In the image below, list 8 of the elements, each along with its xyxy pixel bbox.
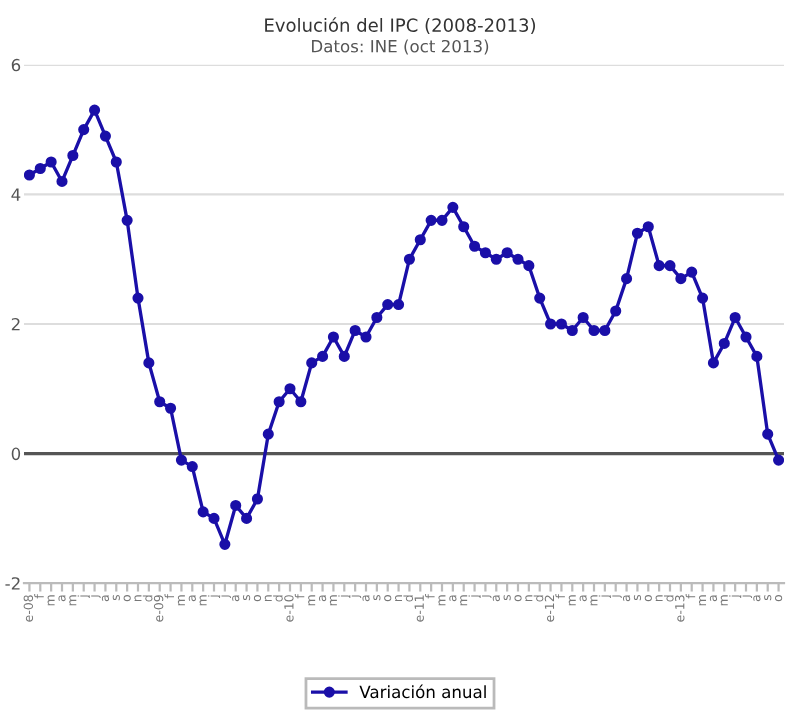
y-tick-label: 6 <box>11 58 21 72</box>
chart-subtitle: Datos: INE (oct 2013) <box>312 39 489 55</box>
chart-title: Evolución del IPC (2008-2013) <box>265 17 536 35</box>
y-tick-label: -2 <box>5 577 20 590</box>
y-tick-label: 2 <box>11 317 20 331</box>
legend-label: Variación anual <box>359 684 486 699</box>
y-tick-label: 4 <box>11 188 21 201</box>
y-tick-label: 0 <box>11 447 21 461</box>
